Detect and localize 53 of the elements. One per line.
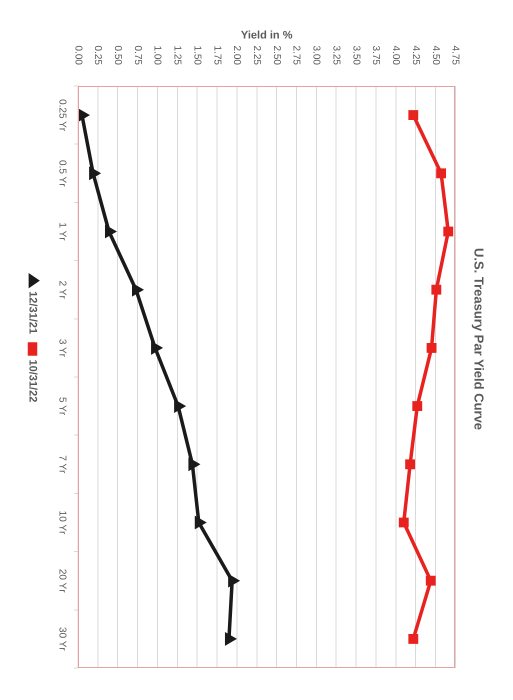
point (188, 458, 199, 470)
y-tick-label: 20 Yr (56, 568, 68, 594)
point (151, 342, 162, 354)
x-tick-label: 3.50 (350, 46, 362, 66)
x-tick-label: 4.75 (450, 46, 461, 66)
point (174, 400, 184, 412)
point (132, 284, 142, 296)
x-tick-label: 0.25 (92, 46, 104, 66)
x-tick-label: 3.00 (310, 46, 322, 66)
x-axis-title: Yield in % (240, 30, 293, 42)
y-tick-label: 5 Yr (56, 397, 68, 416)
x-tick-label: 2.00 (231, 46, 242, 66)
point (89, 168, 100, 179)
x-tick-label: 3.75 (370, 46, 382, 66)
y-tick-label: 2 Yr (56, 280, 68, 300)
x-tick-label: 1.00 (152, 46, 163, 66)
point (408, 634, 418, 644)
x-tick-label: 1.75 (211, 46, 222, 66)
y-tick-label: 7 Yr (56, 455, 68, 474)
point (431, 284, 442, 295)
point (443, 226, 454, 236)
y-tick-label: 1 Yr (56, 222, 68, 242)
y-tick-label: 30 Yr (56, 627, 68, 652)
x-tick-label: 4.50 (430, 46, 441, 66)
point (224, 633, 236, 645)
x-tick-label: 3.25 (330, 46, 342, 66)
legend-label: 10/31/22 (26, 360, 38, 402)
point (408, 110, 418, 120)
x-tick-label: 2.50 (270, 46, 282, 66)
point (412, 401, 422, 412)
point (78, 109, 88, 121)
x-tick-label: 4.25 (410, 46, 421, 66)
x-tick-label: 2.75 (290, 46, 302, 66)
x-tick-label: 0.75 (132, 46, 143, 66)
y-tick-label: 0.5 Yr (56, 160, 68, 188)
point (194, 516, 206, 528)
x-tick-label: 0.00 (72, 46, 84, 66)
y-tick-label: 0.25 Yr (56, 99, 68, 132)
text: U.S. Treasury Par Yield Curve (472, 248, 487, 430)
point (398, 518, 409, 528)
point (104, 226, 116, 238)
point (405, 459, 416, 470)
point (436, 168, 446, 178)
y-tick-label: 10 Yr (56, 510, 68, 536)
y-tick-label: 3 Yr (56, 338, 68, 358)
point (426, 342, 436, 353)
x-tick-label: 1.25 (172, 46, 183, 66)
x-tick-label: 4.00 (390, 46, 402, 66)
x-tick-label: 1.50 (191, 46, 202, 66)
legend-label: 12/31/21 (26, 291, 38, 334)
point (426, 576, 436, 586)
x-tick-label: 0.50 (112, 46, 123, 66)
x-tick-label: 2.25 (251, 46, 262, 66)
